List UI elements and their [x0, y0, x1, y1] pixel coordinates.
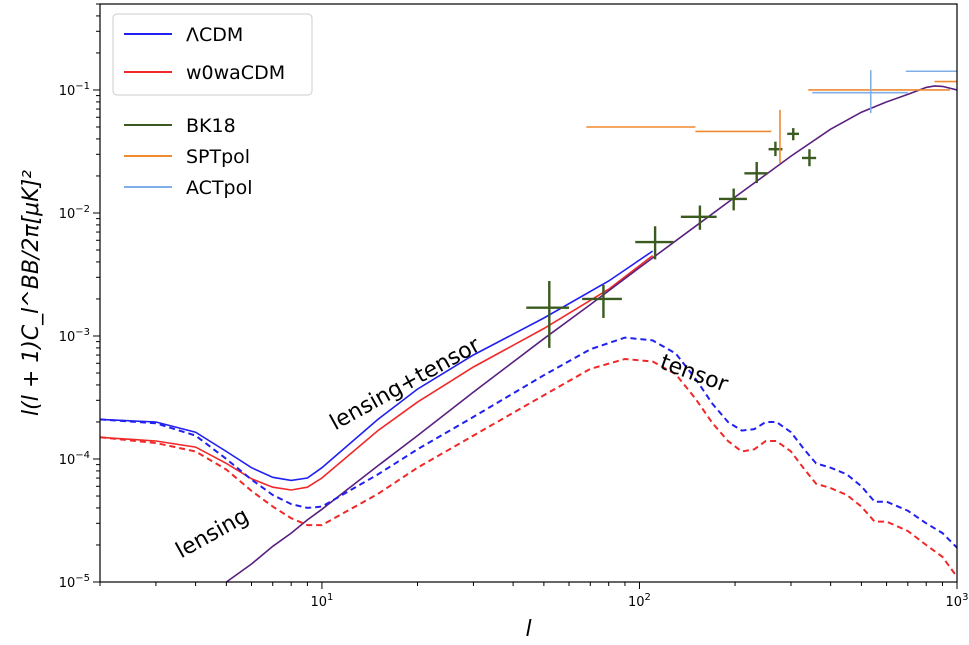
- plot-frame: [99, 3, 958, 583]
- series-line-4: [100, 357, 957, 578]
- errorbar-bk18-3: [680, 205, 717, 230]
- legend-label-actpol: ACTpol: [186, 177, 253, 199]
- legend: ΛCDM w0waCDM BK18 SPTpol ACTpol: [112, 13, 313, 199]
- series-line-3: [100, 336, 957, 549]
- annotation-lensing-tensor: lensing+tensor: [326, 332, 486, 436]
- series-line-2: [225, 85, 957, 582]
- annotation-lensing: lensing: [172, 504, 253, 564]
- y-tick-label: 10−2: [59, 204, 90, 222]
- errorbar-actpol-14: [812, 70, 908, 113]
- y-tick-label: 10−1: [59, 81, 90, 99]
- annotation-layer: lensing+tensor lensing tensor: [172, 332, 732, 564]
- series-layer: [100, 85, 957, 582]
- y-axis-title: l(l + 1)C_l^BB/2π[μK]²: [19, 170, 44, 416]
- x-axis-title: l: [525, 617, 531, 642]
- errorbar-bk18-7: [787, 128, 800, 141]
- errorbar-bk18-4: [718, 188, 747, 211]
- x-tick-label: 102: [628, 592, 651, 610]
- errorbar-bk18-0: [526, 280, 570, 348]
- errorbar-bk18-5: [744, 161, 769, 184]
- tick-layer: 101 102 103 10−5 10−4 10−3 10−2 10−1: [59, 3, 969, 610]
- errorbar-bk18-1: [582, 284, 622, 319]
- series-line-0: [100, 250, 654, 482]
- x-tick-label: 101: [310, 592, 333, 610]
- y-tick-label: 10−3: [59, 327, 90, 345]
- errorbar-layer: [526, 70, 957, 348]
- x-tick-label: 103: [946, 592, 969, 610]
- legend-label-1: w0waCDM: [186, 62, 285, 84]
- y-tick-label: 10−5: [59, 573, 90, 591]
- legend-label-bk18: BK18: [186, 115, 236, 137]
- errorbar-bk18-8: [802, 149, 817, 167]
- annotation-tensor: tensor: [657, 350, 732, 398]
- legend-label-sptpol: SPTpol: [186, 146, 250, 168]
- y-tick-label: 10−4: [59, 450, 90, 468]
- series-line-1: [100, 254, 654, 491]
- legend-label-0: ΛCDM: [186, 24, 243, 46]
- errorbar-bk18-2: [635, 226, 674, 260]
- axis-titles: l l(l + 1)C_l^BB/2π[μK]²: [19, 170, 532, 642]
